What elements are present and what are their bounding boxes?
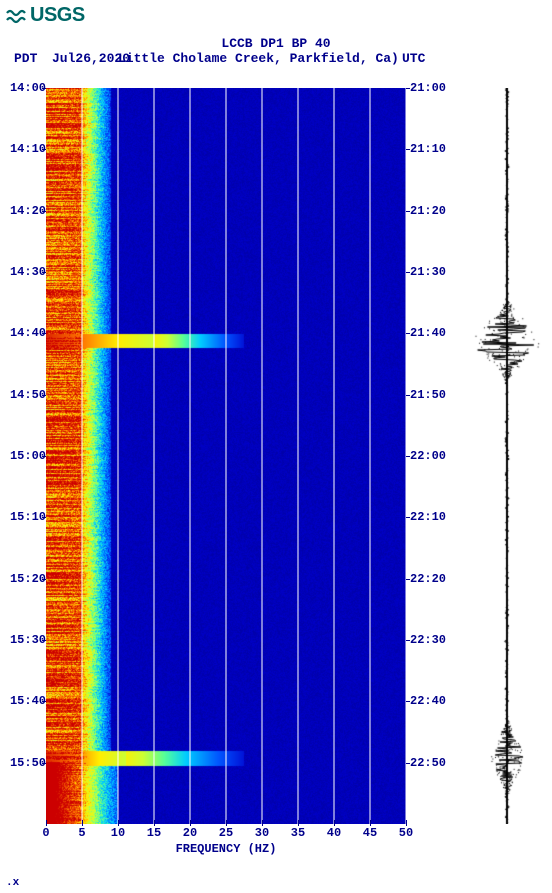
x-tick: 25 bbox=[219, 826, 233, 840]
seismogram-plot bbox=[472, 88, 542, 824]
spectrogram-plot bbox=[46, 88, 406, 824]
location-label: Little Cholame Creek, Parkfield, Ca) bbox=[118, 51, 399, 66]
y-right-tick: 22:30 bbox=[410, 634, 456, 646]
footer-mark: .x bbox=[6, 877, 19, 889]
x-tick: 35 bbox=[291, 826, 305, 840]
y-right-tick: 22:00 bbox=[410, 450, 456, 462]
x-tick: 50 bbox=[399, 826, 413, 840]
y-right-tick: 22:10 bbox=[410, 511, 456, 523]
y-left-tick: 14:30 bbox=[0, 266, 46, 278]
y-right-tick: 21:00 bbox=[410, 82, 456, 94]
y-right-tick: 22:50 bbox=[410, 757, 456, 769]
y-right-tick: 21:10 bbox=[410, 143, 456, 155]
y-axis-right: 21:0021:1021:2021:3021:4021:5022:0022:10… bbox=[410, 88, 456, 824]
y-right-tick: 21:50 bbox=[410, 389, 456, 401]
x-tick: 5 bbox=[78, 826, 85, 840]
x-tick: 30 bbox=[255, 826, 269, 840]
y-right-tick: 22:40 bbox=[410, 695, 456, 707]
tz-right-label: UTC bbox=[402, 51, 425, 66]
y-left-tick: 14:20 bbox=[0, 205, 46, 217]
seismogram-canvas bbox=[472, 88, 542, 824]
y-left-tick: 14:50 bbox=[0, 389, 46, 401]
y-axis-left: 14:0014:1014:2014:3014:4014:5015:0015:10… bbox=[0, 88, 46, 824]
y-left-tick: 15:50 bbox=[0, 757, 46, 769]
x-tick: 15 bbox=[147, 826, 161, 840]
x-axis-label: FREQUENCY (HZ) bbox=[46, 842, 406, 856]
y-left-tick: 14:00 bbox=[0, 82, 46, 94]
y-right-tick: 21:40 bbox=[410, 327, 456, 339]
usgs-wave-icon bbox=[6, 7, 28, 25]
x-tick: 40 bbox=[327, 826, 341, 840]
y-left-tick: 14:40 bbox=[0, 327, 46, 339]
chart-title: LCCB DP1 BP 40 bbox=[0, 36, 552, 51]
y-left-tick: 14:10 bbox=[0, 143, 46, 155]
x-tick: 0 bbox=[42, 826, 49, 840]
x-tick: 20 bbox=[183, 826, 197, 840]
x-tick: 45 bbox=[363, 826, 377, 840]
usgs-logo: USGS bbox=[6, 4, 85, 27]
y-left-tick: 15:30 bbox=[0, 634, 46, 646]
tz-left-label: PDT bbox=[14, 51, 37, 66]
spectrogram-canvas bbox=[46, 88, 406, 824]
chart-subtitle: PDT Jul26,2020 Little Cholame Creek, Par… bbox=[0, 51, 552, 67]
y-left-tick: 15:00 bbox=[0, 450, 46, 462]
chart-header: LCCB DP1 BP 40 PDT Jul26,2020 Little Cho… bbox=[0, 36, 552, 67]
x-tick: 10 bbox=[111, 826, 125, 840]
y-right-tick: 21:20 bbox=[410, 205, 456, 217]
y-left-tick: 15:20 bbox=[0, 573, 46, 585]
y-right-tick: 22:20 bbox=[410, 573, 456, 585]
y-right-tick: 21:30 bbox=[410, 266, 456, 278]
usgs-logo-text: USGS bbox=[30, 4, 85, 27]
y-left-tick: 15:10 bbox=[0, 511, 46, 523]
y-left-tick: 15:40 bbox=[0, 695, 46, 707]
